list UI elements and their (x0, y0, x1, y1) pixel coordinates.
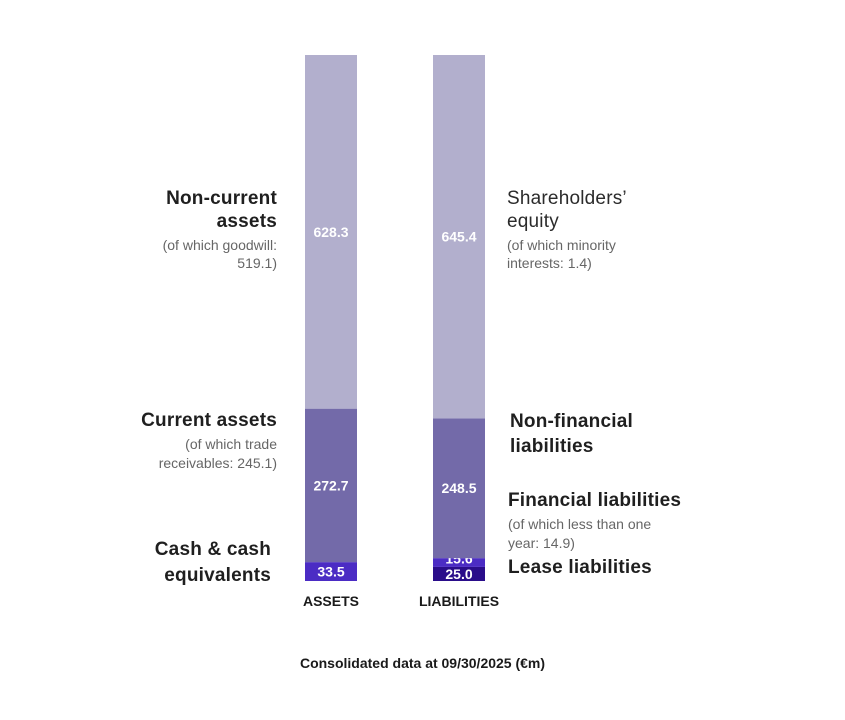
noncurrent-sub-line2: 519.1) (237, 255, 277, 272)
data-label-liabilities-lease: 25.0 (445, 566, 472, 582)
label-current-assets: Current assets (of which trade receivabl… (141, 410, 277, 473)
data-label-assets-current: 272.7 (313, 477, 348, 493)
fin-sub-line2: year: 14.9) (508, 534, 575, 551)
bar-segment-liabilities-nonfinancial (433, 418, 485, 559)
equity-sub-line2: interests: 1.4) (507, 255, 592, 272)
label-lease-liabilities: Lease liabilities (508, 557, 652, 580)
bar-segment-liabilities-equity (433, 55, 485, 419)
bar-segment-assets-cash (305, 562, 357, 581)
lease-title: Lease liabilities (508, 557, 652, 578)
category-label-assets: ASSETS (303, 593, 359, 609)
nonfin-title-line2: liabilities (510, 435, 594, 457)
label-cash: Cash & cash equivalents (155, 539, 271, 588)
noncurrent-sub-line1: (of which goodwill: (162, 236, 277, 253)
label-noncurrent-assets: Non-current assets (of which goodwill: 5… (163, 188, 277, 273)
cash-title-line1: Cash & cash (154, 539, 271, 560)
label-nonfinancial-liabilities: Non-financial liabilities (510, 411, 633, 459)
fin-sub-line1: (of which less than one (508, 515, 652, 532)
label-equity: Shareholders’ equity (of which minority … (507, 188, 627, 273)
bar-segment-assets-noncurrent (305, 55, 357, 409)
noncurrent-title-line2: assets (216, 210, 277, 232)
noncurrent-title-line1: Non-current (166, 188, 277, 209)
current-sub-line1: (of which trade (185, 435, 277, 452)
chart-footnote: Consolidated data at 09/30/2025 (€m) (299, 655, 546, 671)
equity-title-line1: Shareholders’ (507, 188, 627, 209)
current-title: Current assets (141, 410, 277, 431)
data-label-liabilities-equity: 645.4 (441, 229, 476, 245)
data-label-liabilities-nonfinancial: 248.5 (441, 480, 476, 496)
current-sub-line2: receivables: 245.1) (158, 454, 277, 471)
cash-title-line2: equivalents (164, 564, 271, 586)
category-label-liabilities: LIABILITIES (419, 593, 499, 609)
bar-segment-liabilities-lease (433, 566, 485, 581)
data-label-assets-noncurrent: 628.3 (313, 224, 348, 240)
nonfin-title-line1: Non-financial (510, 411, 633, 432)
bar-segment-liabilities-financial (433, 558, 485, 567)
data-label-assets-cash: 33.5 (317, 564, 344, 580)
fin-title: Financial liabilities (508, 490, 682, 511)
equity-title-line2: equity (507, 210, 559, 232)
bar-segment-assets-current (305, 408, 357, 563)
equity-sub-line1: (of which minority (507, 236, 616, 253)
label-financial-liabilities: Financial liabilities (of which less tha… (508, 490, 681, 553)
